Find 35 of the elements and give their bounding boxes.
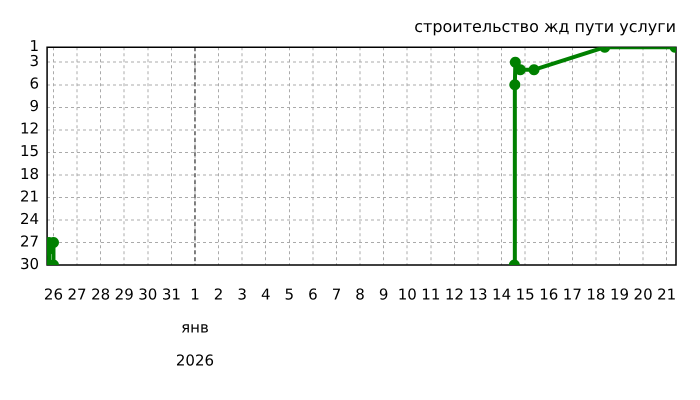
x-tick-label: 26 [44, 285, 64, 304]
x-tick-label: 3 [237, 285, 247, 304]
x-tick-label: 21 [657, 285, 676, 304]
x-tick-label: 28 [91, 285, 110, 304]
x-tick-label: 17 [562, 285, 582, 304]
x-tick-label: 29 [114, 285, 134, 304]
x-tick-label: 4 [260, 285, 271, 304]
x-tick-label: 13 [468, 285, 488, 304]
chart-title: строительство жд пути услуги [414, 16, 676, 36]
y-tick-label: 30 [20, 254, 40, 273]
x-tick-label: 14 [492, 285, 512, 304]
y-tick-label: 18 [20, 164, 40, 183]
x-tick-label: 27 [68, 285, 87, 304]
x-tick-label: 18 [586, 285, 606, 304]
y-tick-label: 27 [20, 232, 40, 250]
y-tick-label: 12 [20, 120, 40, 138]
x-tick-label: 30 [138, 285, 158, 304]
y-tick-label: 15 [20, 142, 40, 160]
x-tick-label: 2 [214, 285, 224, 304]
x-tick-label: 15 [516, 285, 535, 304]
x-tick-label: 8 [355, 285, 365, 304]
y-tick-label: 6 [30, 74, 40, 93]
x-tick-label: 20 [634, 285, 653, 304]
x-tick-label: 7 [332, 285, 342, 304]
x-tick-label: 16 [539, 285, 558, 304]
y-tick-label: 21 [20, 187, 40, 206]
x-tick-label: 5 [284, 285, 294, 304]
x-tick-label: 6 [308, 285, 318, 304]
x-tick-label: 9 [378, 285, 388, 304]
x-tick-label: 10 [398, 285, 417, 304]
x-tick-label: 11 [421, 285, 440, 304]
y-tick-label: 24 [20, 210, 40, 228]
x-tick-label: 12 [444, 285, 464, 304]
y-tick-label: 9 [30, 97, 40, 116]
x-tick-label: 19 [610, 285, 630, 304]
